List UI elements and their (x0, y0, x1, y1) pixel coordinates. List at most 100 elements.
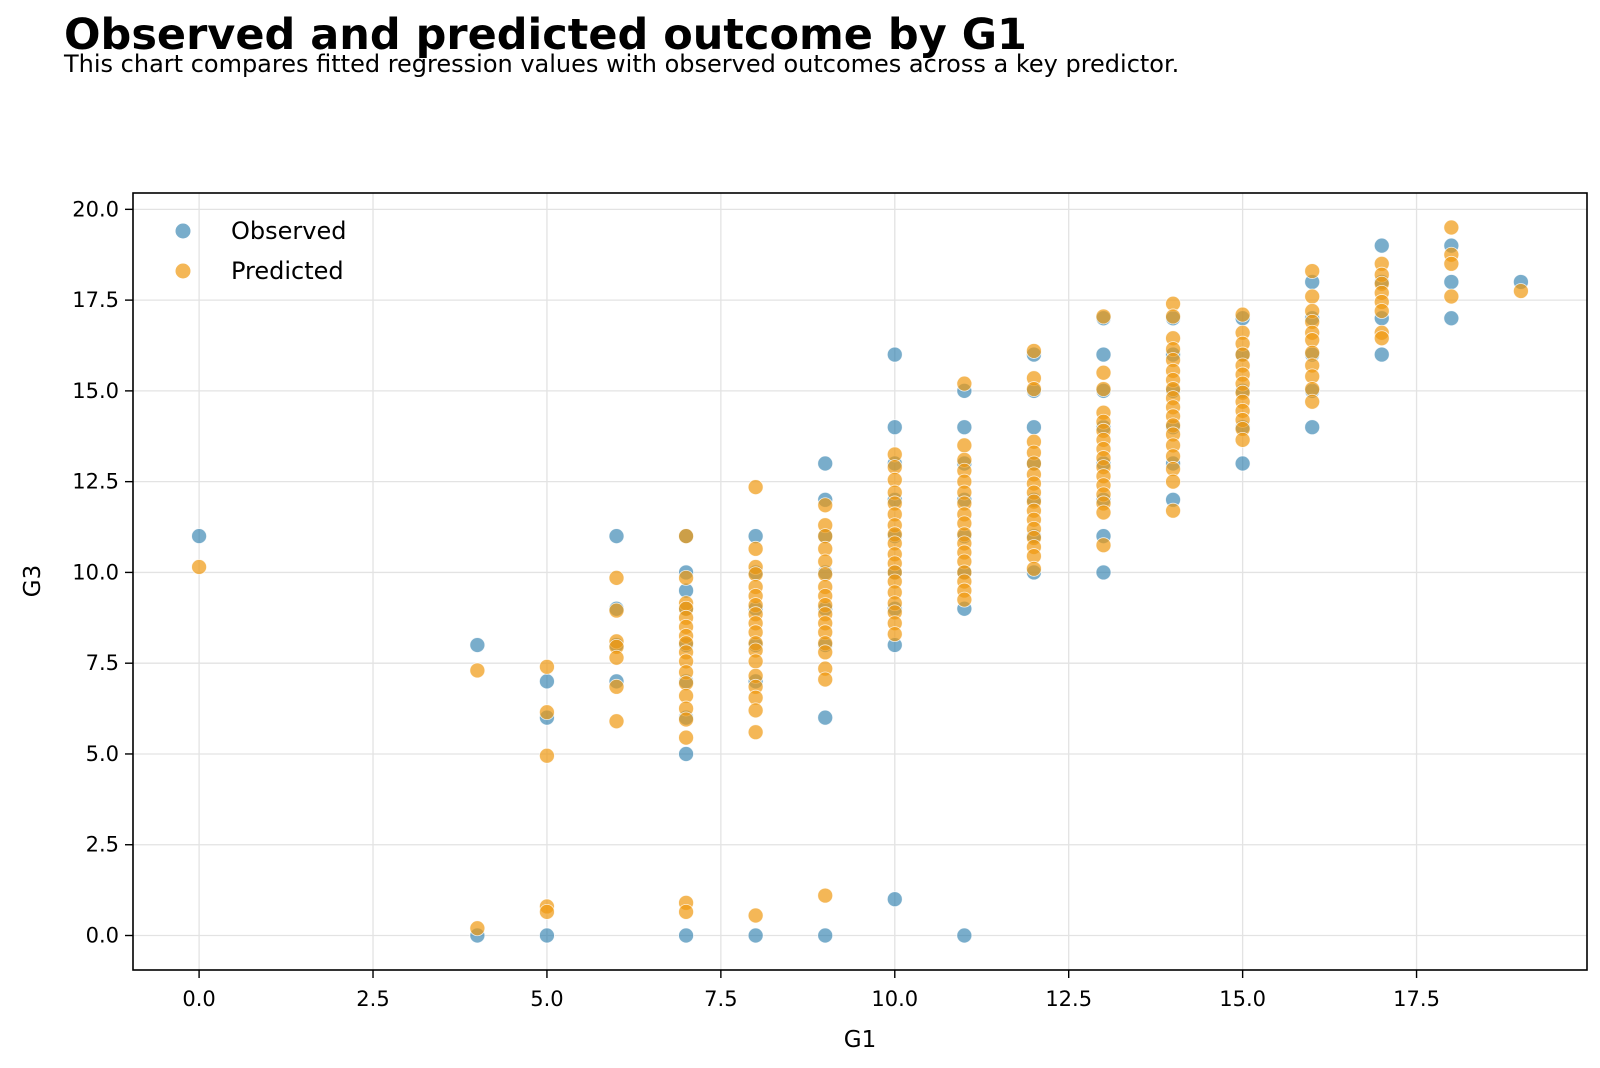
observed-point (817, 709, 834, 726)
x-tick-label: 2.5 (356, 987, 389, 1011)
observed-point (747, 927, 764, 944)
predicted-point (956, 375, 973, 392)
observed-point (191, 528, 207, 545)
data-points (191, 219, 1529, 944)
predicted-point (747, 479, 764, 495)
observed-point (886, 891, 903, 908)
predicted-point (1513, 283, 1529, 299)
y-tick-label: 5.0 (86, 742, 119, 766)
observed-point (1095, 564, 1112, 581)
predicted-point (1165, 308, 1181, 325)
predicted-point (539, 704, 555, 721)
predicted-point (956, 437, 973, 454)
grid-lines (133, 193, 1587, 970)
predicted-point (886, 626, 903, 643)
predicted-point (539, 747, 555, 764)
predicted-point (469, 662, 486, 679)
predicted-point (539, 904, 555, 920)
observed-point (886, 346, 903, 363)
legend-label-observed: Observed (231, 217, 346, 245)
observed-point (1234, 455, 1251, 472)
predicted-point (956, 591, 973, 608)
x-tick-label: 10.0 (871, 987, 918, 1011)
plot-frame (132, 192, 1588, 971)
predicted-point (469, 920, 486, 937)
observed-point (539, 673, 555, 690)
y-tick-label: 10.0 (72, 560, 119, 584)
predicted-point (608, 713, 625, 730)
y-tick-label: 0.0 (86, 924, 119, 948)
predicted-point (747, 724, 764, 741)
predicted-point (678, 729, 694, 746)
predicted-point (1304, 393, 1321, 410)
x-tick-label: 5.0 (530, 987, 563, 1011)
predicted-point (1234, 306, 1251, 323)
observed-point (1373, 237, 1390, 254)
observed-point (469, 637, 486, 653)
observed-point (817, 927, 834, 944)
y-tick-label: 12.5 (72, 470, 119, 494)
predicted-point (747, 653, 764, 670)
observed-point (1373, 346, 1390, 363)
predicted-point (1443, 255, 1460, 272)
predicted-point (1095, 537, 1112, 554)
predicted-point (678, 569, 694, 586)
legend-label-predicted: Predicted (231, 257, 344, 285)
predicted-point (1165, 473, 1181, 490)
observed-point (608, 528, 625, 545)
y-tick-label: 15.0 (72, 379, 119, 403)
predicted-point (678, 904, 694, 920)
observed-point (1443, 274, 1460, 290)
predicted-point (608, 602, 625, 619)
predicted-point (1373, 303, 1390, 319)
observed-point (956, 927, 973, 944)
predicted-point (1095, 364, 1112, 381)
observed-point (1304, 419, 1321, 436)
predicted-point (678, 711, 694, 728)
predicted-point (747, 540, 764, 557)
predicted-point (1304, 263, 1321, 279)
y-tick-label: 20.0 (72, 197, 119, 221)
predicted-point (817, 644, 834, 661)
predicted-point (747, 907, 764, 924)
x-axis-label: G1 (844, 1027, 876, 1053)
predicted-point (678, 528, 694, 545)
x-tick-label: 12.5 (1045, 987, 1092, 1011)
predicted-point (1095, 308, 1112, 325)
predicted-point (1026, 381, 1042, 397)
predicted-point (817, 887, 834, 904)
observed-point (956, 419, 973, 436)
chart-title: Observed and predicted outcome by G1 (64, 10, 1027, 60)
chart-subtitle: This chart compares fitted regression va… (64, 50, 1180, 78)
predicted-point (1443, 219, 1460, 236)
y-axis-label: G3 (20, 565, 46, 597)
y-tick-label: 7.5 (86, 651, 119, 675)
observed-point (1095, 346, 1112, 363)
predicted-point (1443, 288, 1460, 305)
x-tick-label: 0.0 (182, 987, 215, 1011)
observed-point (678, 746, 694, 762)
x-tick-label: 15.0 (1219, 987, 1266, 1011)
legend-marker-observed (175, 223, 191, 239)
x-tick-label: 17.5 (1393, 987, 1440, 1011)
observed-point (678, 927, 694, 944)
predicted-point (608, 678, 625, 695)
observed-point (1443, 310, 1460, 327)
y-tick-label: 17.5 (72, 288, 119, 312)
predicted-point (1234, 431, 1251, 448)
y-tick-label: 2.5 (86, 833, 119, 857)
predicted-point (1095, 504, 1112, 521)
predicted-point (608, 649, 625, 666)
predicted-point (608, 569, 625, 586)
predicted-point (1304, 288, 1321, 305)
predicted-point (1095, 381, 1112, 397)
predicted-point (1026, 343, 1042, 359)
axes: 0.0 2.5 5.0 7.5 10.0 12.5 15.0 17.5 0.0 2.5 5.0 7.5… (72, 197, 1440, 1011)
predicted-point (1373, 330, 1390, 347)
x-tick-label: 7.5 (704, 987, 737, 1011)
observed-point (886, 419, 903, 436)
predicted-point (1026, 560, 1042, 577)
observed-point (817, 455, 834, 472)
observed-point (1026, 419, 1042, 436)
